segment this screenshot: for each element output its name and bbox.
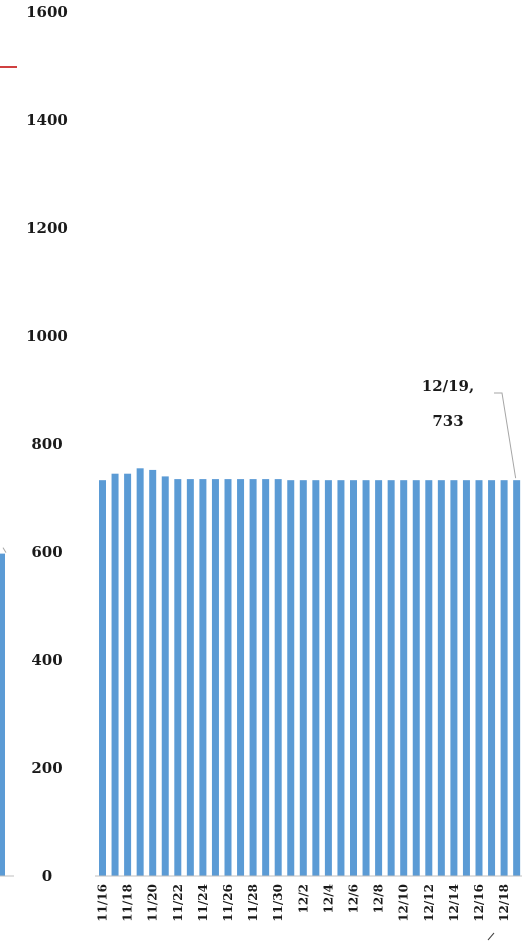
data-annotation: 12/19, 733: [422, 377, 517, 479]
y-tick-label: 0: [42, 867, 52, 885]
x-tick-label: 12/16: [472, 884, 486, 922]
bar: [312, 480, 320, 876]
x-tick-label: 12/4: [321, 884, 335, 913]
bar: [324, 480, 332, 876]
y-tick-label: 800: [31, 435, 62, 453]
annotation-leader-line: [494, 392, 517, 479]
bar: [337, 480, 345, 876]
bar: [437, 480, 445, 876]
bar: [136, 468, 144, 876]
x-tick-label: 11/28: [246, 884, 260, 922]
bar: [475, 480, 483, 876]
bar: [375, 480, 383, 876]
x-tick-label: 12/14: [447, 884, 461, 922]
bar: [412, 480, 420, 876]
y-tick-label: 1200: [26, 219, 68, 237]
x-tick-label: 11/20: [146, 884, 160, 922]
bar: [488, 480, 496, 876]
y-tick-label: 1400: [26, 111, 68, 129]
bar: [450, 480, 458, 876]
bar: [350, 480, 357, 876]
x-tick-label: 12/12: [422, 884, 436, 922]
y-tick-label: 400: [31, 651, 62, 669]
x-tick-label: 11/24: [196, 884, 210, 922]
bar: [199, 479, 207, 876]
data-label-line2: 733: [432, 412, 463, 430]
bar: [425, 480, 433, 876]
x-tick-label: 12/6: [347, 884, 361, 913]
x-tick-label: 12/8: [372, 884, 386, 913]
x-tick-label: 12/2: [296, 884, 310, 913]
bar: [186, 479, 194, 876]
bar: [237, 479, 245, 876]
bar: [99, 480, 106, 876]
partial-leader-line: [2, 547, 7, 553]
data-label-line1: 12/19,: [422, 377, 474, 395]
y-tick-label: 200: [31, 759, 62, 777]
x-tick-label: 11/30: [271, 884, 285, 922]
x-axis-tick-labels: 11/16 11/18 11/20 11/22 11/24 11/26 11/28 11/30…: [96, 884, 512, 922]
x-tick-label: 12/10: [397, 884, 411, 922]
x-tick-label: 11/22: [171, 884, 185, 922]
bar: [224, 479, 232, 876]
bar: [249, 479, 257, 876]
bar: [287, 480, 295, 876]
bar: [161, 476, 169, 876]
bar: [211, 479, 219, 876]
x-tick-label: 11/18: [121, 884, 135, 922]
x-tick-label: 12/18: [497, 884, 511, 922]
bar: [387, 480, 395, 876]
y-tick-label: 1600: [26, 3, 68, 21]
partial-bar: [0, 553, 5, 876]
bar: [262, 479, 270, 876]
bar: [111, 473, 119, 876]
bar: [362, 480, 370, 876]
bar: [174, 479, 182, 876]
bar: [462, 480, 470, 876]
bar: [400, 480, 408, 876]
x-tick-label: 11/16: [96, 884, 110, 922]
corner-mark: [487, 932, 495, 941]
partial-left-chart: [0, 547, 14, 877]
y-tick-label: 600: [31, 543, 62, 561]
bar: [500, 480, 508, 876]
bar: [124, 473, 132, 876]
y-tick-label: 1000: [26, 327, 68, 345]
bar: [299, 480, 307, 876]
bar: [513, 480, 521, 876]
bars: [99, 468, 521, 876]
y-axis-tick-labels: 0 200 400 600 800 1000 1200 1400 1600: [26, 3, 68, 885]
bar: [274, 479, 282, 876]
x-tick-label: 11/26: [221, 884, 235, 922]
bar: [149, 469, 157, 876]
